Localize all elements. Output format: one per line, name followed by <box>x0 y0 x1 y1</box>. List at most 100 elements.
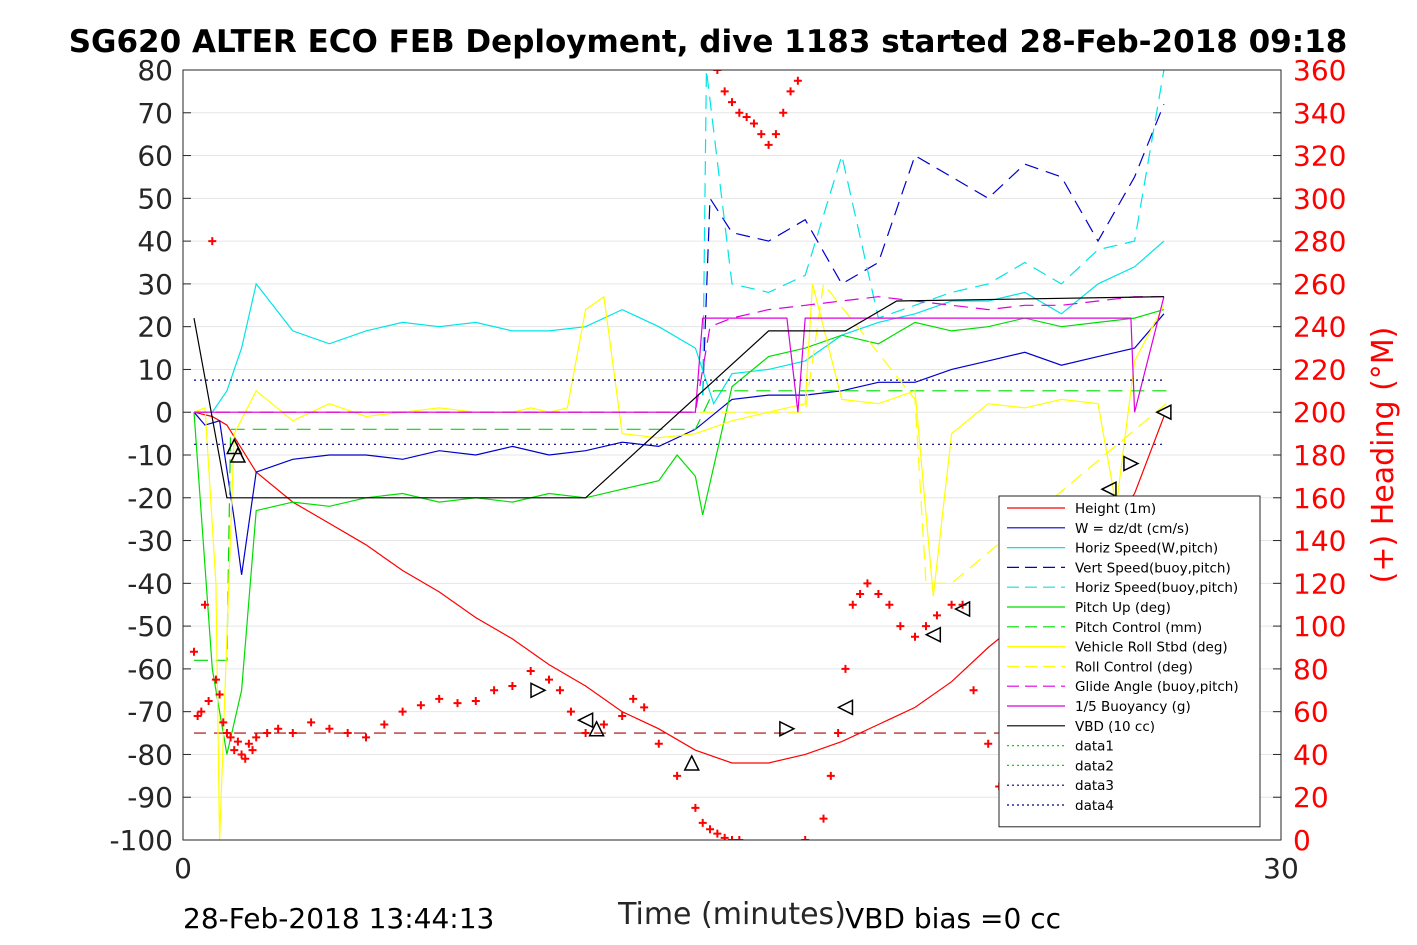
left-tick-label: 0 <box>155 396 173 429</box>
series-line-11 <box>194 296 1165 413</box>
heading-point <box>416 701 425 710</box>
turn-marker <box>1155 404 1172 421</box>
heading-point <box>947 600 956 609</box>
left-tick-label: 10 <box>137 353 173 386</box>
right-tick-label: 360 <box>1293 54 1346 87</box>
series-line-5 <box>702 70 1165 396</box>
left-tick-label: 80 <box>137 54 173 87</box>
left-axis-ticks: 80 70 60 50 40 30 20 10 0 -10 -20 -30 -40 -50 -60 -70 -8… <box>109 54 191 857</box>
right-tick-label: 240 <box>1293 311 1346 344</box>
legend-entry: Vert Speed(buoy,pitch) <box>1075 560 1231 576</box>
legend-entry: Pitch Control (mm) <box>1075 620 1202 636</box>
heading-point <box>713 70 722 74</box>
turn-marker <box>924 626 942 643</box>
left-tick-label: 40 <box>137 225 173 258</box>
heading-point <box>932 611 941 620</box>
turn-marker <box>229 446 247 463</box>
heading-point <box>189 647 198 656</box>
left-tick-label: -60 <box>127 653 173 686</box>
right-axis-label: (+) Heading (°M) <box>1366 327 1401 584</box>
heading-point <box>599 720 608 729</box>
heading-point <box>215 690 224 699</box>
heading-point <box>735 836 744 840</box>
right-tick-label: 280 <box>1293 225 1346 258</box>
heading-point <box>921 622 930 631</box>
right-tick-label: 100 <box>1293 610 1346 643</box>
heading-point <box>735 108 744 117</box>
heading-point <box>764 140 773 149</box>
right-tick-label: 0 <box>1293 824 1311 857</box>
left-tick-label: 20 <box>137 311 173 344</box>
heading-point <box>629 694 638 703</box>
right-tick-label: 260 <box>1293 268 1346 301</box>
turn-marker <box>226 437 243 455</box>
left-tick-label: -50 <box>127 610 173 643</box>
heading-point <box>720 833 729 840</box>
heading-point <box>204 696 213 705</box>
left-tick-label: 30 <box>137 268 173 301</box>
heading-point <box>252 733 261 742</box>
heading-point <box>508 682 517 690</box>
legend: Height (1m) W = dz/dt (cm/s) Horiz Speed(W… <box>998 495 1261 828</box>
heading-point <box>526 667 535 676</box>
right-tick-label: 200 <box>1293 396 1346 429</box>
chart-title: SG620 ALTER ECO FEB Deployment, dive 118… <box>69 24 1348 60</box>
right-tick-label: 120 <box>1293 567 1346 600</box>
heading-point <box>197 707 206 716</box>
heading-point <box>343 729 352 738</box>
heading-point <box>691 803 700 812</box>
heading-point <box>779 108 788 117</box>
heading-point <box>362 733 370 742</box>
turn-marker <box>588 720 605 737</box>
legend-entry: 1/5 Buoyancy (g) <box>1075 699 1191 715</box>
heading-point <box>885 600 894 609</box>
heading-point <box>673 771 682 780</box>
heading-point <box>786 87 795 96</box>
footer-timestamp: 28-Feb-2018 13:44:13 <box>183 902 494 935</box>
heading-point <box>848 600 857 609</box>
heading-point <box>874 590 883 599</box>
heading-point <box>545 675 553 684</box>
heading-point <box>211 675 220 684</box>
heading-point <box>720 87 729 96</box>
left-tick-label: 60 <box>137 140 173 173</box>
heading-point <box>834 729 843 738</box>
x-tick-label: 0 <box>174 852 192 885</box>
heading-point <box>263 729 272 738</box>
heading-point <box>969 686 978 695</box>
heading-point <box>856 590 865 599</box>
right-tick-label: 340 <box>1293 97 1346 130</box>
heading-point <box>398 707 407 716</box>
right-tick-label: 40 <box>1293 738 1329 771</box>
left-tick-label: -70 <box>127 696 173 729</box>
heading-point <box>274 724 283 733</box>
series-line-7 <box>194 390 1172 661</box>
legend-entry: data1 <box>1075 739 1114 755</box>
heading-point <box>618 711 627 720</box>
right-axis-ticks: 3603403203002802602402202001801601401201… <box>1273 54 1346 857</box>
legend-entry: data3 <box>1075 778 1114 794</box>
heading-point <box>728 98 736 107</box>
heading-point <box>555 686 564 695</box>
series-line-12 <box>193 296 1164 499</box>
right-tick-label: 80 <box>1293 653 1329 686</box>
series-line-6 <box>193 309 1165 755</box>
left-tick-label: -80 <box>127 738 173 771</box>
heading-point <box>325 724 334 733</box>
heading-point <box>435 694 444 703</box>
series-line-10 <box>194 296 1164 413</box>
legend-entry: Horiz Speed(buoy,pitch) <box>1075 580 1238 596</box>
left-tick-label: -100 <box>109 824 173 857</box>
heading-point <box>801 836 810 840</box>
heading-point <box>233 737 242 746</box>
left-tick-label: 50 <box>137 182 173 215</box>
series-line-4 <box>702 103 1165 396</box>
heading-point <box>654 739 663 748</box>
heading-point <box>819 814 828 823</box>
heading-point <box>226 733 235 742</box>
turn-marker <box>530 682 547 699</box>
heading-point <box>471 696 480 705</box>
legend-entry: Height (1m) <box>1075 501 1156 517</box>
heading-point <box>771 130 780 139</box>
